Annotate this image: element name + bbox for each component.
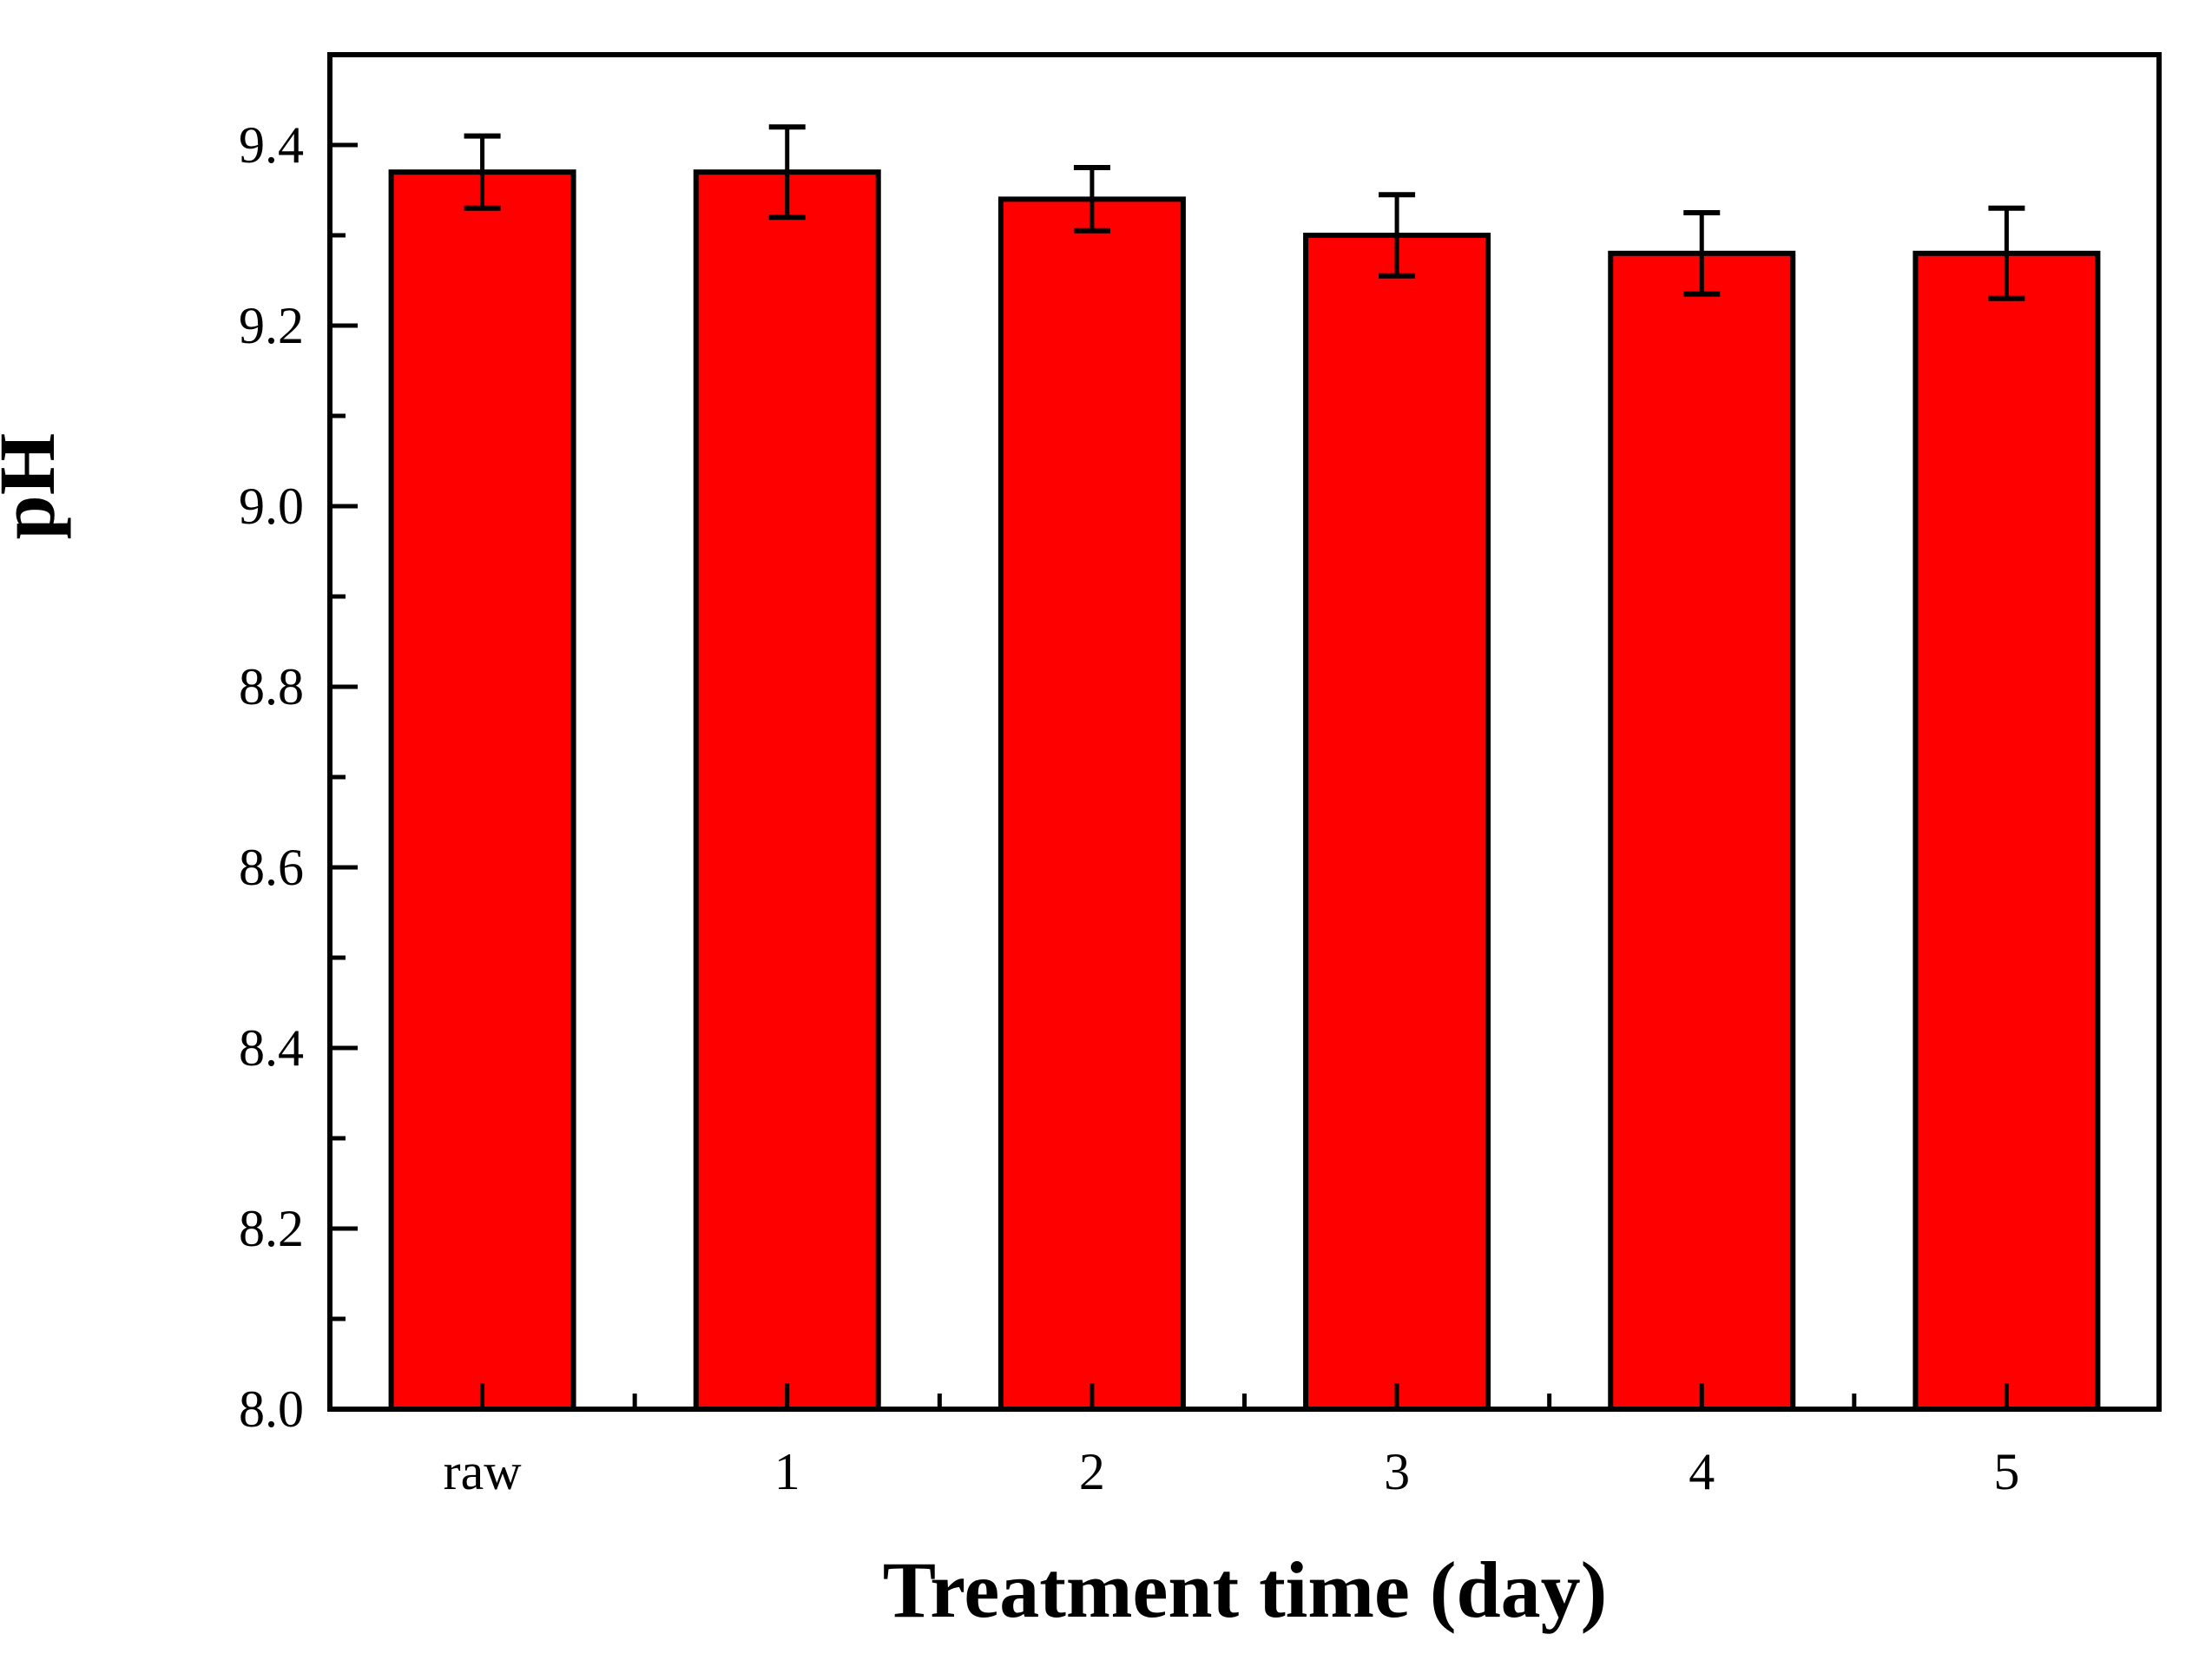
bars-layer [388, 169, 2101, 1413]
y-tick-label-9.4: 9.4 [239, 116, 304, 174]
tick-labels-layer: 8.0 8.2 8.4 8.6 8.8 9.0 9.2 9.4 raw 1 2 3 4 5 [239, 116, 2019, 1500]
bar-3 [1303, 233, 1491, 1412]
y-tick-label-8.0: 8.0 [239, 1381, 304, 1438]
x-tick-label-3: 3 [1384, 1443, 1410, 1500]
y-tick-label-9.2: 9.2 [239, 297, 304, 354]
bar-raw [388, 169, 576, 1413]
x-tick-label-4: 4 [1689, 1443, 1715, 1500]
y-tick-label-9.0: 9.0 [239, 478, 304, 535]
y-axis-title: pH [0, 433, 71, 540]
plot-frame [327, 52, 2162, 1412]
bar-2 [997, 196, 1186, 1412]
x-tick-label-raw: raw [444, 1443, 523, 1500]
y-tick-label-8.2: 8.2 [239, 1200, 304, 1257]
bar-1 [693, 169, 881, 1413]
bar-5 [1912, 250, 2101, 1412]
axes-layer [327, 52, 2162, 1412]
error-bars-layer [464, 124, 2025, 301]
bar-4 [1608, 250, 1796, 1412]
x-tick-label-5: 5 [1993, 1443, 2019, 1500]
y-tick-label-8.8: 8.8 [239, 658, 304, 715]
x-tick-label-2: 2 [1079, 1443, 1105, 1500]
y-tick-label-8.4: 8.4 [239, 1019, 304, 1077]
x-axis-title: Treatment time (day) [883, 1545, 1608, 1634]
y-tick-label-8.6: 8.6 [239, 839, 304, 896]
x-tick-label-1: 1 [774, 1443, 800, 1500]
